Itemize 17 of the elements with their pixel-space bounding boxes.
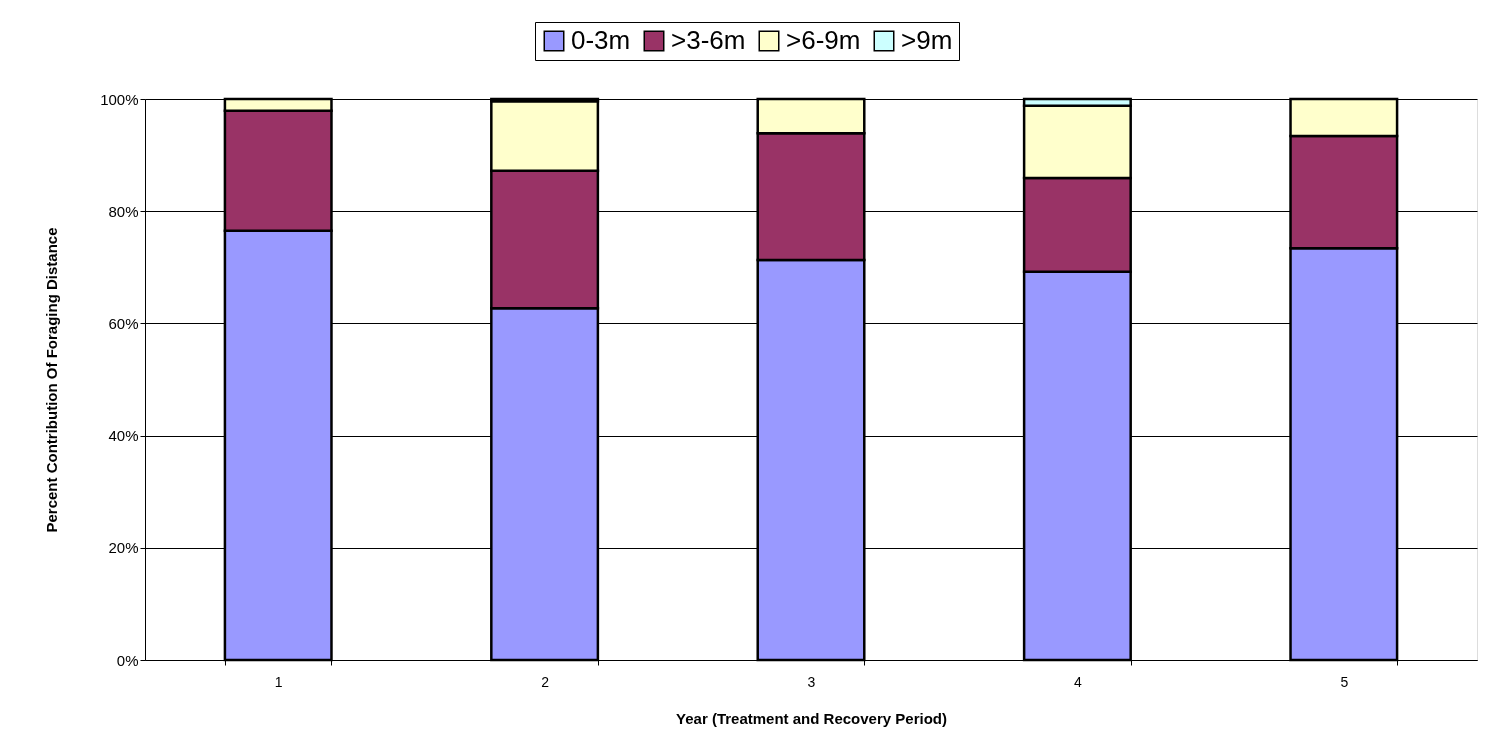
y-tick-label: 40%	[108, 427, 139, 445]
x-tick-label: 3	[807, 673, 816, 690]
y-tick-label: 0%	[116, 651, 139, 669]
x-axis-title: Year (Treatment and Recovery Period)	[676, 709, 947, 727]
x-tick-label: 2	[541, 673, 550, 690]
legend-label: >3-6m	[671, 25, 746, 55]
y-tick-label: 60%	[108, 314, 139, 332]
y-tick-label: 20%	[108, 539, 139, 557]
legend-label: >6-9m	[786, 25, 861, 55]
x-tick-label: 1	[274, 673, 283, 690]
y-tick-label: 100%	[100, 90, 139, 108]
legend-label: 0-3m	[571, 25, 631, 55]
legend-label: >9m	[901, 25, 953, 55]
x-tick-label: 4	[1074, 673, 1082, 690]
x-tick-label: 5	[1340, 673, 1349, 690]
y-axis-title: Percent Contribution Of Foraging Distance	[43, 227, 61, 533]
y-tick-label: 80%	[108, 202, 139, 220]
